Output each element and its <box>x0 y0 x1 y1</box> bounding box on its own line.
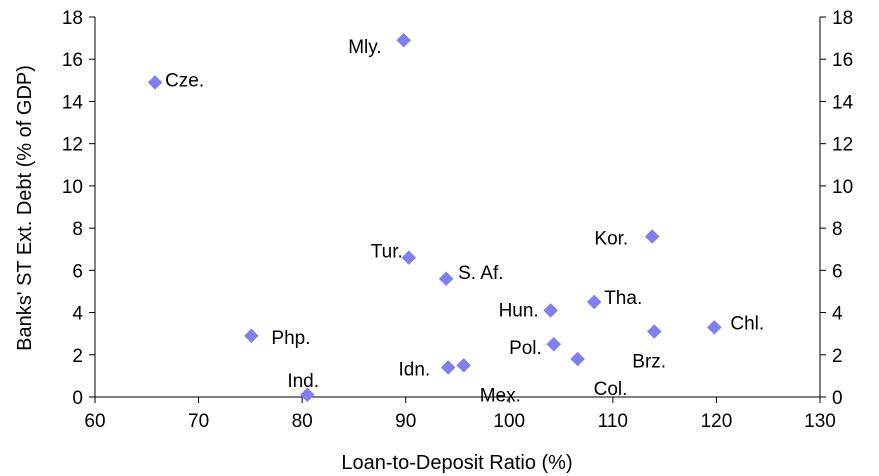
y-tick-label-left: 18 <box>62 8 83 29</box>
y-tick-label-right: 0 <box>832 388 843 409</box>
data-point <box>586 294 602 310</box>
x-axis-label: Loan-to-Deposit Ratio (%) <box>341 452 572 474</box>
point-label: Ind. <box>287 371 319 392</box>
y-tick-label-left: 4 <box>72 304 83 325</box>
y-tick-label-left: 6 <box>72 261 83 282</box>
data-point <box>440 360 456 375</box>
point-label: Idn. <box>398 359 430 380</box>
point-label: Chl. <box>730 313 764 334</box>
data-point <box>438 271 454 287</box>
point-labels: Mly. Cze. Kor. Tur. S. Af. Tha. Hun. Chl. Brz. Ph… <box>165 37 764 406</box>
x-tick-label: 90 <box>395 411 416 432</box>
point-label: Hun. <box>499 300 539 321</box>
x-tick-label: 110 <box>598 411 628 432</box>
point-label: Mex. <box>480 385 521 406</box>
y-tick-label-right: 14 <box>832 92 854 113</box>
point-label: Kor. <box>594 229 628 250</box>
point-label: Tur. <box>371 242 403 263</box>
y-tick-label-left: 2 <box>72 346 83 367</box>
y-tick-label-right: 12 <box>832 135 853 156</box>
data-point <box>707 319 722 335</box>
data-point <box>570 351 585 367</box>
data-points <box>147 32 722 403</box>
data-point <box>644 229 660 244</box>
y-tick-label-right: 4 <box>832 304 843 325</box>
x-tick-label: 130 <box>804 411 836 432</box>
y-axis-label: Banks' ST Ext. Debt (% of GDP) <box>14 65 36 351</box>
y-tick-label-left: 10 <box>62 177 83 198</box>
data-point <box>396 32 411 48</box>
data-point <box>546 336 562 352</box>
x-tick-label: 100 <box>493 411 525 432</box>
x-tick-label: 60 <box>84 411 105 432</box>
data-point <box>244 328 259 344</box>
data-point <box>147 75 163 90</box>
point-label: S. Af. <box>458 263 503 284</box>
y-tick-label-right: 2 <box>832 346 843 367</box>
y-tick-label-right: 10 <box>832 177 853 198</box>
data-point <box>646 324 662 339</box>
y-tick-label-right: 18 <box>832 8 853 29</box>
data-point <box>543 303 559 318</box>
y-tick-label-left: 12 <box>62 135 83 156</box>
point-label: Col. <box>594 379 628 400</box>
y-tick-label-right: 16 <box>832 50 853 71</box>
x-tick-label: 120 <box>701 411 733 432</box>
x-tick-label: 70 <box>188 411 209 432</box>
y-tick-label-left: 16 <box>62 50 83 71</box>
point-label: Pol. <box>509 338 542 359</box>
point-label: Tha. <box>604 288 642 309</box>
point-label: Brz. <box>632 352 666 373</box>
y-tick-label-left: 14 <box>62 92 84 113</box>
point-label: Cze. <box>165 70 204 91</box>
point-label: Mly. <box>348 37 381 58</box>
y-tick-label-left: 8 <box>72 219 83 240</box>
y-tick-label-right: 8 <box>832 219 843 240</box>
data-point <box>299 387 315 403</box>
x-tick-label: 80 <box>292 411 313 432</box>
data-point <box>456 357 472 373</box>
point-label: Php. <box>271 328 310 349</box>
data-point <box>401 250 417 266</box>
y-tick-label-right: 6 <box>832 261 843 282</box>
y-tick-label-left: 0 <box>72 388 83 409</box>
